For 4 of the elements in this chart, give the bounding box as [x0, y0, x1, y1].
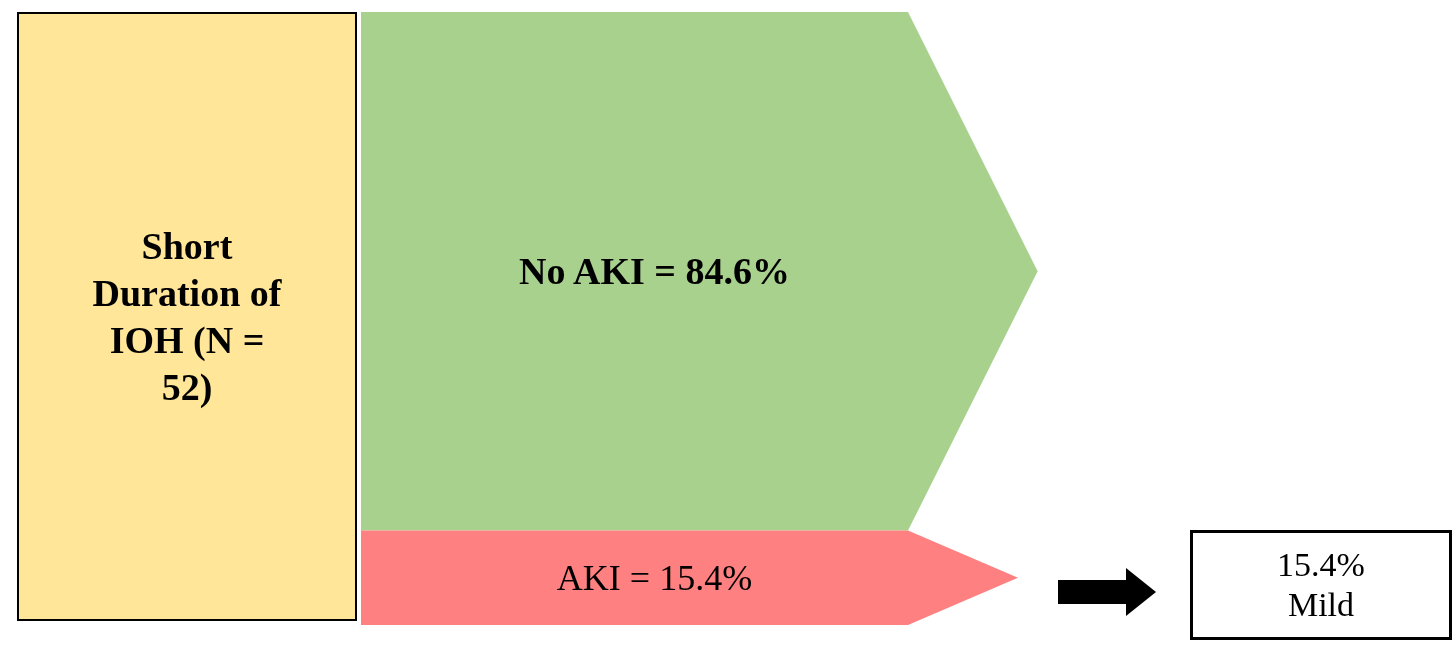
data-label: No AKI = 84.6%	[519, 250, 790, 293]
data-label: AKI = 15.4%	[556, 557, 753, 598]
text: 15.4% Mild	[1276, 545, 1366, 625]
text: Short Duration of IOH (N = 52)	[91, 223, 283, 410]
